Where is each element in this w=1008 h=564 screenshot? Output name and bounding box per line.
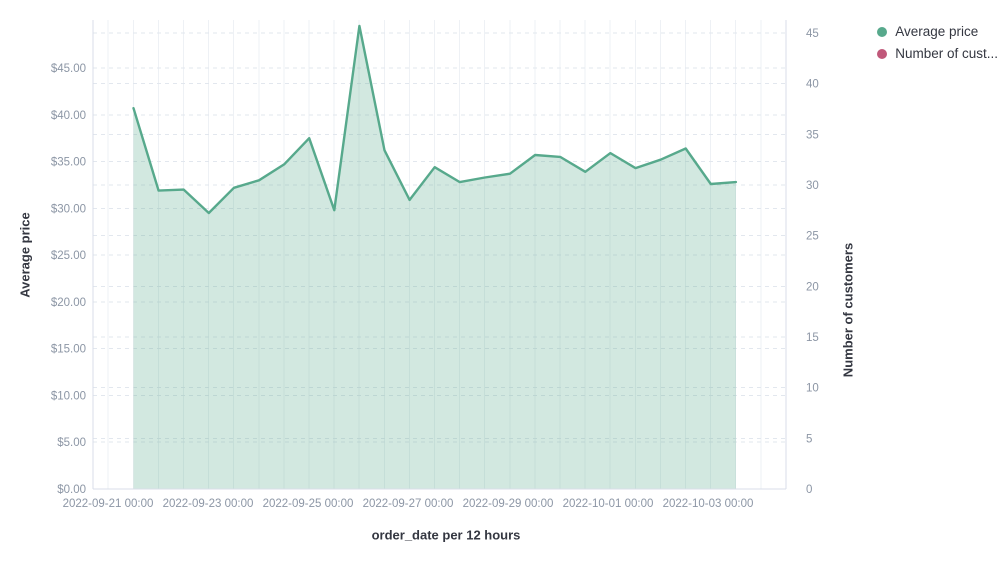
left-tick-label: $15.00 <box>51 344 86 356</box>
legend-label-number-of-customers: Number of cust... <box>895 46 998 61</box>
legend-dot-average-price-icon <box>877 26 888 37</box>
x-tick-label: 2022-09-25 00:00 <box>263 498 354 510</box>
right-axis-title: Number of customers <box>840 242 856 378</box>
left-tick-label: $30.00 <box>51 203 86 215</box>
area-series-average-price <box>132 24 738 490</box>
legend: Average price Number of cust... <box>877 24 998 61</box>
x-tick-label: 2022-09-23 00:00 <box>163 498 254 510</box>
left-tick-label: $20.00 <box>51 297 86 309</box>
right-tick-label: 40 <box>806 79 819 91</box>
x-axis-title: order_date per 12 hours <box>371 527 521 543</box>
right-tick-label: 35 <box>806 129 819 141</box>
x-tick-label: 2022-10-01 00:00 <box>563 498 654 510</box>
right-tick-label: 5 <box>806 433 812 445</box>
right-tick-label: 15 <box>806 332 819 344</box>
axis-lines <box>92 20 787 490</box>
x-tick-label: 2022-10-03 00:00 <box>663 498 754 510</box>
left-tick-label: $40.00 <box>51 110 86 122</box>
right-axis-tick-labels: 0 5 10 15 20 25 30 35 40 45 <box>806 28 819 496</box>
right-tick-label: 30 <box>806 180 819 192</box>
left-axis-title: Average price <box>17 212 33 298</box>
left-tick-label: $25.00 <box>51 250 86 262</box>
x-tick-label: 2022-09-21 00:00 <box>63 498 154 510</box>
right-tick-label: 20 <box>806 281 819 293</box>
legend-item-average-price[interactable]: Average price <box>877 24 998 39</box>
left-tick-label: $10.00 <box>51 390 86 402</box>
grid-layer <box>93 20 786 489</box>
x-tick-label: 2022-09-29 00:00 <box>463 498 554 510</box>
left-tick-label: $5.00 <box>57 437 86 449</box>
legend-dot-number-of-customers-icon <box>877 48 888 59</box>
left-axis-tick-labels: $0.00 $5.00 $10.00 $15.00 $20.00 $25.00 $30.00… <box>51 63 86 496</box>
left-tick-label: $45.00 <box>51 63 86 75</box>
right-tick-label: 10 <box>806 383 819 395</box>
right-tick-label: 0 <box>806 484 812 496</box>
legend-label-average-price: Average price <box>895 24 979 39</box>
left-tick-label: $35.00 <box>51 157 86 169</box>
x-axis-tick-labels: 2022-09-21 00:00 2022-09-23 00:00 2022-09-… <box>63 498 754 510</box>
right-tick-label: 25 <box>806 231 819 243</box>
x-tick-label: 2022-09-27 00:00 <box>363 498 454 510</box>
legend-item-number-of-customers[interactable]: Number of cust... <box>877 46 998 61</box>
left-tick-label: $0.00 <box>57 484 86 496</box>
right-tick-label: 45 <box>806 28 819 40</box>
